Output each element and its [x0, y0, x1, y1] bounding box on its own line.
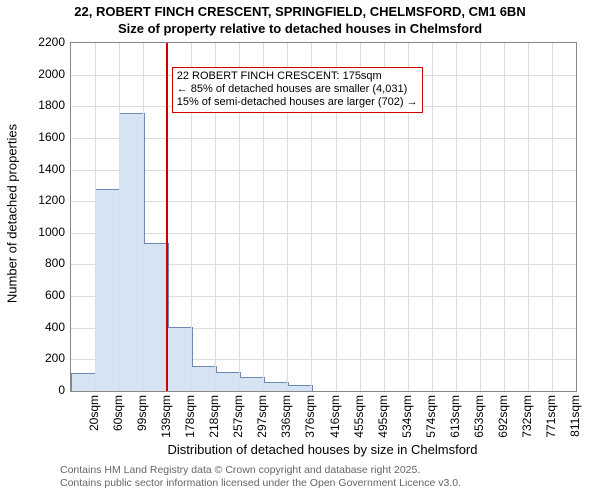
histogram-bar — [71, 373, 97, 391]
chart-title: 22, ROBERT FINCH CRESCENT, SPRINGFIELD, … — [0, 0, 600, 38]
xtick-label: 732sqm — [520, 395, 534, 440]
y-axis-label: Number of detached properties — [5, 114, 20, 314]
annotation-line: 15% of semi-detached houses are larger (… — [177, 96, 418, 109]
xtick-label: 20sqm — [87, 395, 101, 440]
histogram-bar — [119, 113, 145, 391]
gridline-vertical — [432, 43, 433, 391]
x-axis-label: Distribution of detached houses by size … — [70, 442, 575, 457]
footer-line-2: Contains public sector information licen… — [60, 477, 461, 490]
xtick-label: 416sqm — [328, 395, 342, 440]
xtick-label: 336sqm — [279, 395, 293, 440]
histogram-bar — [239, 377, 265, 391]
ytick-label: 200 — [30, 351, 65, 365]
histogram-bar — [215, 372, 241, 391]
xtick-label: 811sqm — [568, 395, 582, 440]
gridline-vertical — [528, 43, 529, 391]
histogram-bar — [287, 385, 313, 391]
xtick-label: 455sqm — [352, 395, 366, 440]
plot-area: 22 ROBERT FINCH CRESCENT: 175sqm← 85% of… — [70, 42, 577, 392]
ytick-label: 0 — [30, 383, 65, 397]
chart-container: 22, ROBERT FINCH CRESCENT, SPRINGFIELD, … — [0, 0, 600, 500]
ytick-label: 2200 — [30, 35, 65, 49]
annotation-line: ← 85% of detached houses are smaller (4,… — [177, 83, 418, 96]
gridline-vertical — [143, 43, 144, 391]
gridline — [71, 138, 576, 139]
title-line-1: 22, ROBERT FINCH CRESCENT, SPRINGFIELD, … — [0, 4, 600, 21]
ytick-label: 1800 — [30, 98, 65, 112]
xtick-label: 613sqm — [448, 395, 462, 440]
ytick-label: 800 — [30, 256, 65, 270]
ytick-label: 2000 — [30, 67, 65, 81]
gridline-vertical — [552, 43, 553, 391]
histogram-bar — [167, 327, 193, 391]
xtick-label: 60sqm — [111, 395, 125, 440]
ytick-label: 1000 — [30, 225, 65, 239]
xtick-label: 139sqm — [159, 395, 173, 440]
ytick-label: 1600 — [30, 130, 65, 144]
xtick-label: 218sqm — [207, 395, 221, 440]
xtick-label: 495sqm — [376, 395, 390, 440]
annotation-box: 22 ROBERT FINCH CRESCENT: 175sqm← 85% of… — [172, 67, 423, 113]
histogram-bar — [263, 382, 289, 391]
ytick-label: 1200 — [30, 193, 65, 207]
gridline-vertical — [456, 43, 457, 391]
gridline-vertical — [119, 43, 120, 391]
xtick-label: 574sqm — [424, 395, 438, 440]
gridline-vertical — [504, 43, 505, 391]
footer-line-1: Contains HM Land Registry data © Crown c… — [60, 464, 461, 477]
annotation-line: 22 ROBERT FINCH CRESCENT: 175sqm — [177, 70, 418, 83]
title-line-2: Size of property relative to detached ho… — [0, 21, 600, 38]
footer-attribution: Contains HM Land Registry data © Crown c… — [60, 464, 461, 490]
xtick-label: 771sqm — [544, 395, 558, 440]
gridline — [71, 201, 576, 202]
gridline — [71, 233, 576, 234]
xtick-label: 178sqm — [183, 395, 197, 440]
gridline-vertical — [95, 43, 96, 391]
histogram-bar — [191, 366, 217, 391]
histogram-bar — [95, 189, 121, 391]
xtick-label: 257sqm — [231, 395, 245, 440]
gridline-vertical — [480, 43, 481, 391]
xtick-label: 376sqm — [303, 395, 317, 440]
ytick-label: 600 — [30, 288, 65, 302]
xtick-label: 99sqm — [135, 395, 149, 440]
gridline — [71, 170, 576, 171]
reference-line — [166, 43, 168, 391]
ytick-label: 1400 — [30, 162, 65, 176]
xtick-label: 297sqm — [255, 395, 269, 440]
xtick-label: 653sqm — [472, 395, 486, 440]
xtick-label: 534sqm — [400, 395, 414, 440]
xtick-label: 692sqm — [496, 395, 510, 440]
ytick-label: 400 — [30, 320, 65, 334]
